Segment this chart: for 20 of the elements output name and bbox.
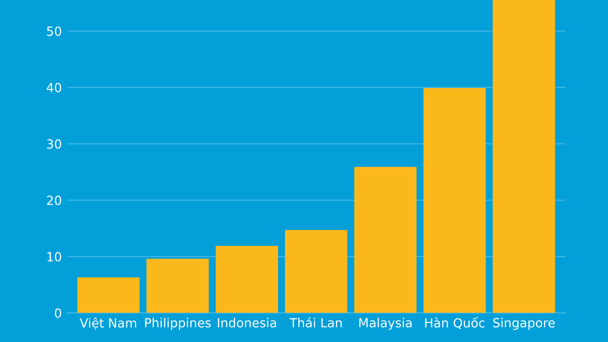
bar [285, 230, 348, 313]
bar [216, 246, 278, 313]
x-tick-label: Thái Lan [290, 317, 342, 328]
x-tick-label: Philippines [145, 318, 211, 330]
y-tick-label: 20 [47, 196, 62, 206]
bar [492, 0, 556, 313]
y-tick-label: 0 [54, 308, 62, 318]
bar [423, 88, 486, 313]
bar [354, 166, 417, 313]
y-tick-label: 10 [47, 252, 62, 262]
x-tick-label: Singapore [493, 318, 555, 330]
y-tick-label: 50 [47, 26, 62, 36]
x-tick-label: Indonesia [218, 318, 276, 328]
bar [77, 277, 140, 313]
y-tick-label: 40 [46, 82, 62, 92]
x-tick-label: Malaysia [359, 318, 412, 330]
x-tick-label: Việt Nam [80, 317, 136, 330]
bar [146, 258, 209, 313]
x-tick-label: Hàn Quốc [425, 316, 484, 329]
y-tick-label: 30 [47, 139, 62, 149]
